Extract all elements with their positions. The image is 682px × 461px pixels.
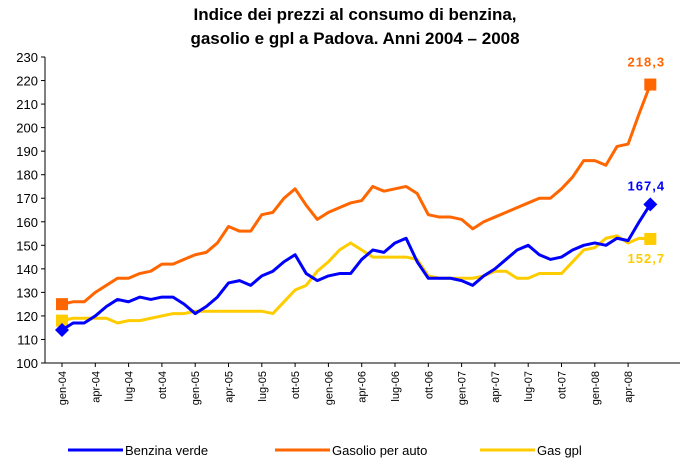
y-tick-label: 200 xyxy=(16,121,38,136)
x-tick-label: apr-06 xyxy=(357,371,369,403)
legend-label: Benzina verde xyxy=(125,443,208,458)
x-tick-label: gen-04 xyxy=(57,371,69,405)
legend-label: Gas gpl xyxy=(537,443,582,458)
series-line xyxy=(61,84,652,306)
x-tick-label: gen-05 xyxy=(190,371,202,405)
marker xyxy=(643,197,658,212)
x-tick-label: gen-06 xyxy=(323,371,335,405)
y-tick-label: 180 xyxy=(16,168,38,183)
marker xyxy=(56,314,68,327)
series-line xyxy=(61,234,651,325)
y-tick-label: 160 xyxy=(16,215,38,230)
value-label: 218,3 xyxy=(628,55,666,70)
x-tick-label: apr-04 xyxy=(90,371,102,403)
y-tick-label: 170 xyxy=(16,191,38,206)
y-tick-label: 150 xyxy=(16,238,38,253)
value-label: 167,4 xyxy=(628,178,666,193)
x-tick-label: apr-05 xyxy=(224,371,236,403)
x-tick-label: apr-07 xyxy=(490,371,502,403)
x-tick-label: gen-08 xyxy=(590,371,602,405)
x-tick-label: lug-05 xyxy=(257,371,269,402)
x-tick-label: gen-07 xyxy=(457,371,469,405)
x-tick-label: apr-08 xyxy=(623,371,635,403)
marker xyxy=(56,298,68,311)
value-label: 152,7 xyxy=(628,251,666,266)
series-line xyxy=(61,203,652,332)
y-tick-label: 130 xyxy=(16,285,38,300)
x-tick-label: ott-04 xyxy=(157,371,169,399)
chart-title: Indice dei prezzi al consumo di benzina, xyxy=(193,5,516,24)
y-tick-label: 110 xyxy=(17,332,38,347)
marker xyxy=(644,232,657,245)
x-tick-label: ott-06 xyxy=(423,371,435,399)
y-tick-label: 100 xyxy=(16,356,38,371)
x-tick-label: lug-07 xyxy=(523,371,535,402)
y-tick-label: 220 xyxy=(16,74,38,89)
y-tick-label: 210 xyxy=(16,97,38,112)
y-tick-label: 230 xyxy=(16,50,38,65)
chart-title: gasolio e gpl a Padova. Anni 2004 – 2008 xyxy=(190,29,519,48)
x-tick-label: lug-06 xyxy=(390,371,402,402)
marker xyxy=(644,78,657,91)
x-tick-label: lug-04 xyxy=(124,371,136,402)
marker xyxy=(55,323,69,338)
y-tick-label: 190 xyxy=(16,144,38,159)
x-tick-label: ott-05 xyxy=(290,371,302,399)
legend-label: Gasolio per auto xyxy=(332,443,427,458)
x-tick-label: ott-07 xyxy=(557,371,569,399)
y-tick-label: 140 xyxy=(16,262,38,277)
y-tick-label: 120 xyxy=(16,309,38,324)
